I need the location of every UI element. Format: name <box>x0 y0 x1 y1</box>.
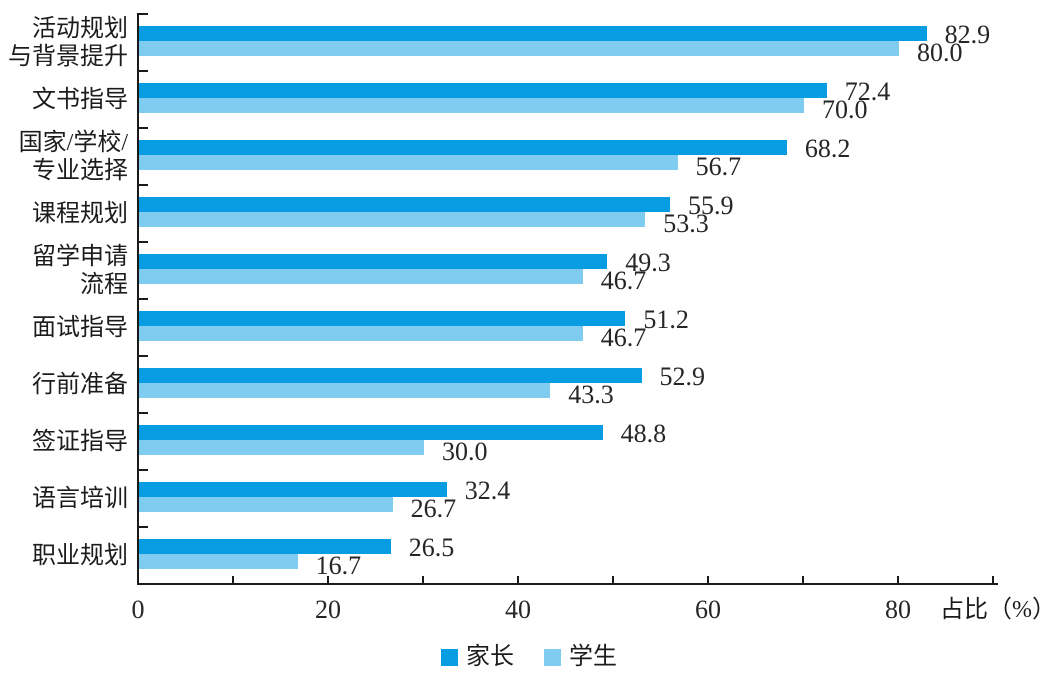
category-label: 课程规划 <box>32 200 128 227</box>
y-axis-tick <box>138 70 148 72</box>
legend-item-学生: 学生 <box>544 645 617 669</box>
value-label: 43.3 <box>568 379 614 409</box>
bar-家长-2 <box>139 140 787 155</box>
bar-家长-6 <box>139 368 642 383</box>
bar-家长-1 <box>139 83 827 98</box>
y-axis-tick <box>138 355 148 357</box>
x-axis-tick <box>232 576 234 584</box>
x-axis-tick <box>897 576 899 584</box>
category-label: 行前准备 <box>32 371 128 398</box>
value-label: 53.3 <box>663 208 709 238</box>
bar-家长-8 <box>139 482 447 497</box>
value-label: 49.3 <box>625 247 671 277</box>
bar-学生-5 <box>139 326 583 341</box>
category-label: 面试指导 <box>32 314 128 341</box>
value-label: 16.7 <box>315 550 362 580</box>
value-label: 46.7 <box>600 322 647 352</box>
bar-学生-2 <box>139 155 678 170</box>
x-axis-title: 占比（%） <box>940 597 1056 623</box>
y-axis-tick <box>138 526 148 528</box>
value-label: 70.0 <box>822 94 868 124</box>
value-label: 82.9 <box>944 19 991 49</box>
value-label: 32.4 <box>464 475 511 505</box>
legend-swatch-icon <box>441 648 458 666</box>
y-axis-tick <box>138 298 148 300</box>
bar-学生-1 <box>139 98 804 113</box>
bar-家长-4 <box>139 254 608 269</box>
bar-学生-3 <box>139 212 646 227</box>
value-label: 26.5 <box>408 532 455 562</box>
value-label: 48.8 <box>620 418 667 448</box>
value-label: 56.7 <box>695 151 742 181</box>
category-label: 活动规划 与背景提升 <box>8 15 128 70</box>
x-tick-label: 20 <box>315 595 341 624</box>
x-axis-tick <box>992 576 994 584</box>
y-axis-tick <box>138 184 148 186</box>
y-axis-tick <box>138 241 148 243</box>
value-label: 26.7 <box>410 493 457 523</box>
x-axis-tick <box>327 576 329 584</box>
bar-学生-0 <box>139 41 899 56</box>
x-axis-tick <box>802 576 804 584</box>
value-label: 68.2 <box>804 133 851 163</box>
x-axis-tick <box>612 576 614 584</box>
bar-家长-9 <box>139 539 391 554</box>
x-tick-label: 60 <box>695 595 721 624</box>
y-axis-tick <box>138 13 148 15</box>
x-axis-line <box>137 583 998 585</box>
bar-家长-3 <box>139 197 670 212</box>
legend: 家长 学生 <box>0 644 1058 670</box>
bar-学生-6 <box>139 383 551 398</box>
x-axis-tick <box>422 576 424 584</box>
x-tick-label: 80 <box>885 595 911 624</box>
value-label: 46.7 <box>600 265 647 295</box>
x-tick-label: 40 <box>505 595 531 624</box>
bar-学生-9 <box>139 554 298 569</box>
y-axis-tick <box>138 412 148 414</box>
value-label: 80.0 <box>917 37 963 67</box>
x-axis-tick <box>707 576 709 584</box>
bar-学生-7 <box>139 440 424 455</box>
category-label: 语言培训 <box>32 485 128 512</box>
legend-label: 家长 <box>466 644 514 670</box>
value-label: 72.4 <box>844 76 891 106</box>
bar-学生-8 <box>139 497 393 512</box>
category-label: 职业规划 <box>32 542 128 569</box>
bar-家长-5 <box>139 311 626 326</box>
category-label: 留学申请 流程 <box>32 243 128 298</box>
legend-label: 学生 <box>569 644 617 670</box>
y-axis-tick <box>138 127 148 129</box>
bar-学生-4 <box>139 269 583 284</box>
bar-家长-7 <box>139 425 603 440</box>
category-label: 文书指导 <box>32 86 128 113</box>
y-axis-tick <box>138 583 148 585</box>
bar-家长-0 <box>139 26 927 41</box>
y-axis-tick <box>138 469 148 471</box>
x-axis-tick <box>517 576 519 584</box>
value-label: 52.9 <box>659 361 706 391</box>
value-label: 55.9 <box>688 190 734 220</box>
value-label: 51.2 <box>643 304 689 334</box>
category-label: 签证指导 <box>32 428 128 455</box>
x-tick-label: 0 <box>131 595 145 624</box>
legend-swatch-icon <box>544 648 561 666</box>
value-label: 30.0 <box>442 436 488 466</box>
category-label: 国家/学校/ 专业选择 <box>18 129 128 184</box>
legend-item-家长: 家长 <box>441 645 514 669</box>
